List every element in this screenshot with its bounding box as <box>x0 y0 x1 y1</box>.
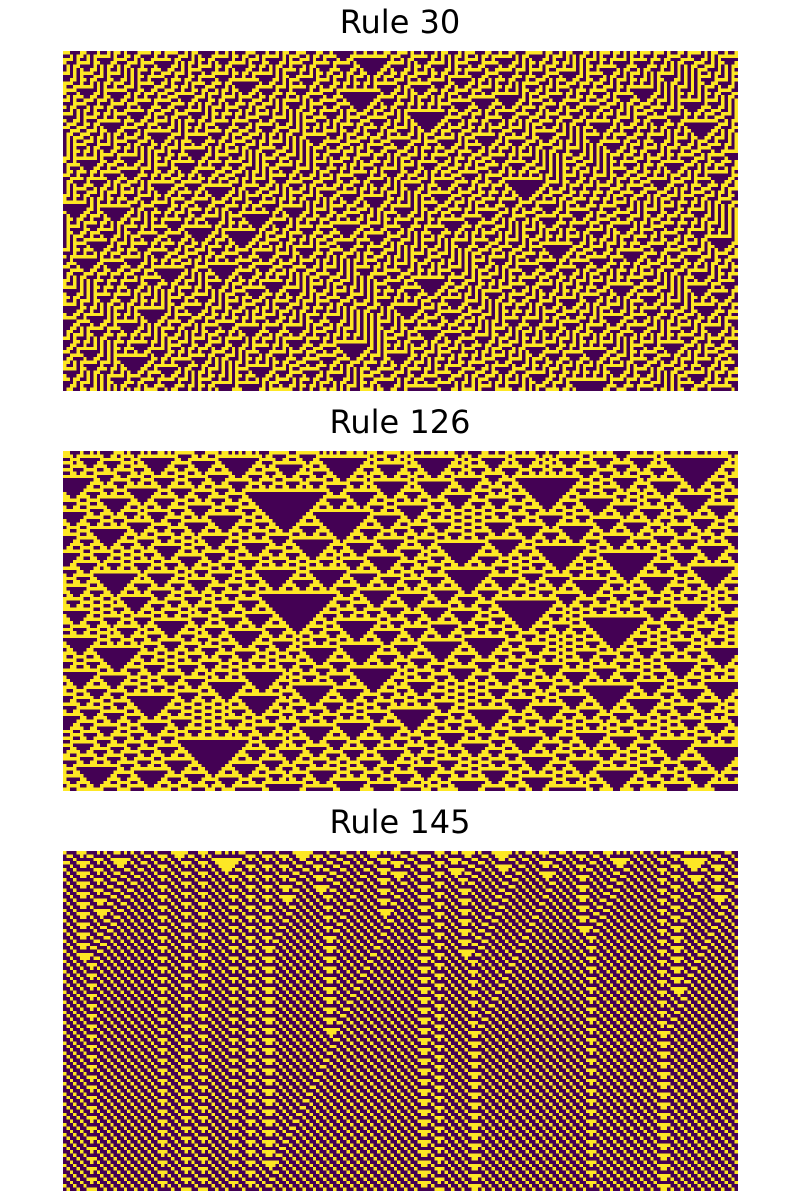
rule-126-panel: Rule 126 <box>0 400 800 800</box>
panel-title: Rule 145 <box>329 803 471 841</box>
cellular-automaton-grid <box>63 51 738 391</box>
rule-145-panel: Rule 145 <box>0 800 800 1200</box>
cellular-automaton-grid <box>63 451 738 791</box>
panel-title: Rule 126 <box>329 403 471 441</box>
rule-30-panel: Rule 30 <box>0 0 800 400</box>
panel-title: Rule 30 <box>339 3 461 41</box>
cellular-automaton-grid <box>63 851 738 1191</box>
